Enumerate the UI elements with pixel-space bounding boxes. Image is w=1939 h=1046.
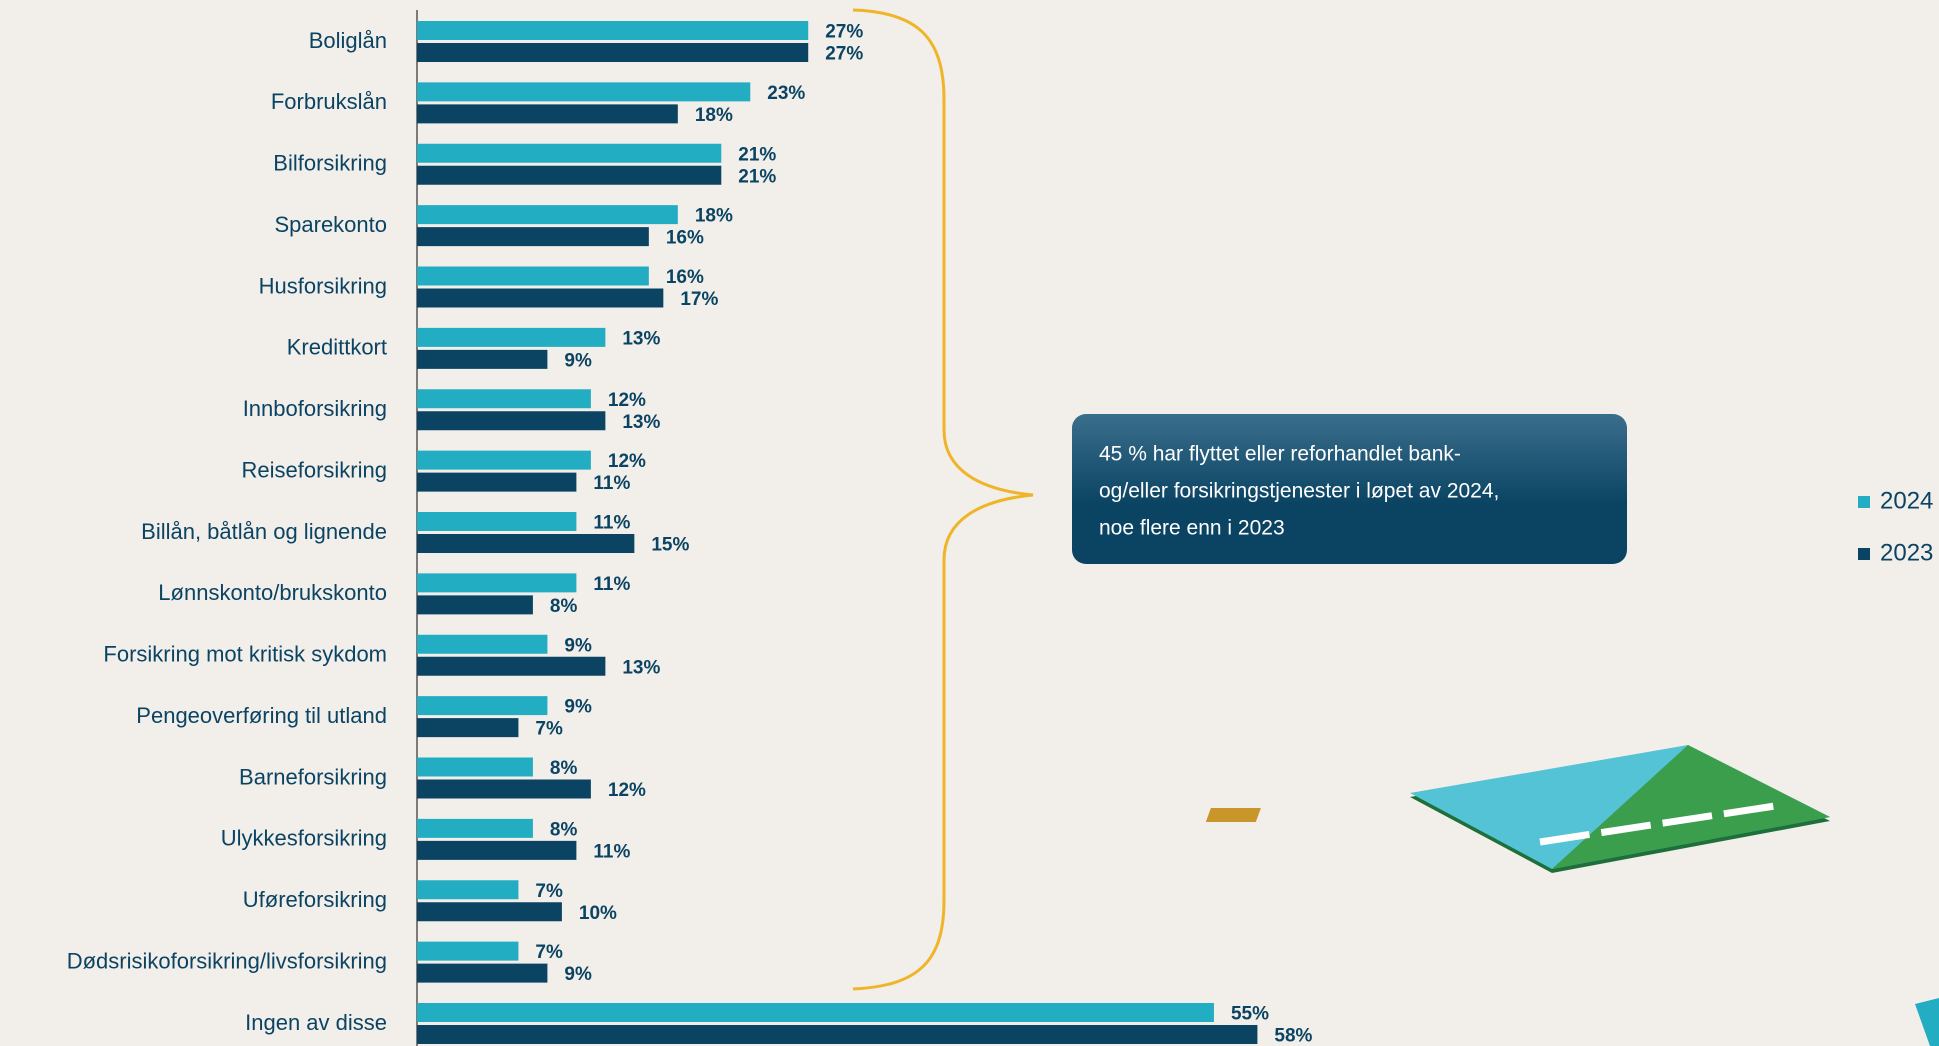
value-label: 15% (651, 535, 689, 556)
legend-swatch (1858, 548, 1870, 560)
bar (417, 349, 548, 369)
value-label: 7% (535, 719, 563, 740)
value-label: 13% (622, 328, 660, 349)
value-label: 21% (738, 144, 776, 165)
y-tick-label: Bilforsikring (273, 151, 387, 176)
value-label: 11% (593, 574, 630, 595)
legend-label: 2023 (1880, 539, 1933, 566)
annotation-box (1072, 414, 1627, 564)
bar (417, 779, 591, 799)
value-label: 16% (666, 228, 704, 249)
value-label: 27% (825, 22, 863, 43)
value-label: 7% (535, 881, 563, 902)
value-label: 9% (564, 350, 592, 371)
value-label: 8% (550, 758, 578, 779)
y-tick-label: Dødsrisikoforsikring/livsforsikring (67, 948, 387, 973)
bar (417, 266, 649, 286)
value-label: 58% (1274, 1026, 1312, 1046)
bar (417, 1025, 1258, 1044)
annotation-line: noe flere enn i 2023 (1099, 517, 1285, 540)
value-label: 9% (564, 635, 592, 656)
bar (417, 288, 664, 308)
bar (417, 143, 722, 163)
value-label: 11% (593, 473, 630, 494)
bar (417, 1003, 1214, 1022)
bar (417, 534, 635, 553)
value-label: 12% (608, 451, 646, 472)
y-tick-label: Reiseforsikring (242, 457, 388, 482)
credit-card (1205, 745, 1830, 873)
value-label: 12% (608, 780, 646, 801)
legend-swatch (1858, 496, 1870, 508)
bar (417, 880, 519, 900)
bar (417, 411, 606, 431)
value-label: 16% (666, 267, 704, 288)
value-label: 55% (1231, 1004, 1269, 1025)
y-tick-label: Uføreforsikring (243, 887, 387, 912)
value-label: 18% (695, 206, 733, 227)
y-tick-label: Forbrukslån (271, 89, 387, 114)
bar (417, 205, 678, 225)
bar (417, 963, 548, 983)
y-tick-label: Kredittkort (287, 335, 387, 360)
bar (417, 472, 577, 492)
y-tick-label: Boliglån (309, 28, 387, 53)
y-tick-label: Barneforsikring (239, 764, 387, 789)
bar (417, 818, 533, 838)
bar (417, 512, 577, 531)
y-tick-label: Billån, båtlån og lignende (141, 519, 387, 544)
value-label: 8% (550, 596, 578, 617)
y-tick-label: Ingen av disse (245, 1010, 387, 1035)
bar (417, 82, 751, 102)
bar (417, 902, 562, 922)
bar (417, 941, 519, 961)
value-label: 21% (738, 166, 776, 187)
value-label: 18% (695, 105, 733, 126)
bar (417, 573, 577, 593)
value-label: 8% (550, 819, 578, 840)
value-label: 11% (593, 513, 630, 534)
bar (417, 21, 809, 40)
decor-shape (1915, 998, 1939, 1046)
bar (417, 757, 533, 777)
value-label: 7% (535, 942, 563, 963)
y-tick-label: Sparekonto (274, 212, 387, 237)
value-label: 17% (680, 289, 718, 310)
annotation-line: og/eller forsikringstjenester i løpet av… (1099, 480, 1499, 503)
value-label: 27% (825, 44, 863, 65)
value-label: 9% (564, 964, 592, 985)
bar (417, 165, 722, 185)
value-label: 12% (608, 390, 646, 411)
bar (417, 718, 519, 738)
y-tick-label: Husforsikring (259, 273, 387, 298)
y-tick-label: Lønnskonto/brukskonto (158, 580, 387, 605)
bar (417, 227, 649, 247)
annotation-line: 45 % har flyttet eller reforhandlet bank… (1099, 443, 1461, 466)
y-tick-label: Pengeoverføring til utland (136, 703, 387, 728)
bar (417, 595, 533, 615)
bar (417, 104, 678, 124)
value-label: 11% (593, 841, 630, 862)
value-label: 10% (579, 903, 617, 924)
value-label: 9% (564, 697, 592, 718)
y-tick-label: Innboforsikring (243, 396, 387, 421)
bar (417, 840, 577, 860)
bar (417, 696, 548, 716)
legend-label: 2024 (1880, 487, 1933, 514)
value-label: 13% (622, 657, 660, 678)
bar (417, 43, 809, 62)
y-tick-label: Forsikring mot kritisk sykdom (103, 642, 387, 667)
bar (417, 634, 548, 654)
value-label: 13% (622, 412, 660, 433)
bar (417, 389, 591, 409)
y-tick-label: Ulykkesforsikring (221, 826, 387, 851)
bar (417, 327, 606, 347)
bar (417, 656, 606, 676)
value-label: 23% (767, 83, 805, 104)
bar (417, 450, 591, 470)
brace (852, 8, 1034, 991)
